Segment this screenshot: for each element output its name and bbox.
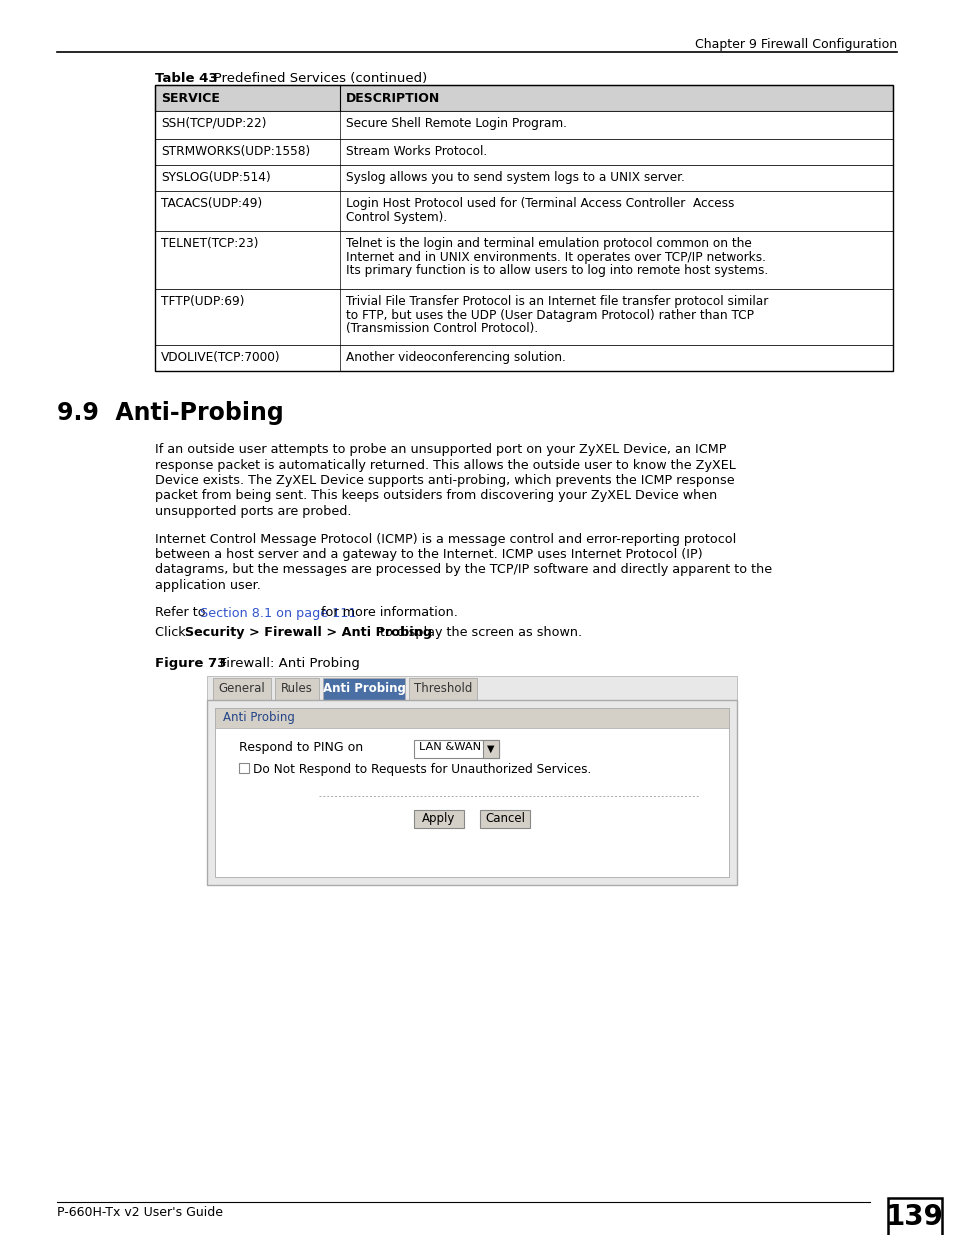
Bar: [479, 809, 530, 827]
Text: ▼: ▼: [487, 743, 495, 753]
Text: Refer to: Refer to: [154, 606, 210, 620]
Bar: [239, 762, 249, 773]
Text: for more information.: for more information.: [316, 606, 457, 620]
Text: TACACS(UDP:49): TACACS(UDP:49): [161, 198, 262, 210]
Text: Cancel: Cancel: [484, 811, 524, 825]
Text: Threshold: Threshold: [414, 682, 472, 695]
Text: Section 8.1 on page 111: Section 8.1 on page 111: [200, 606, 356, 620]
Text: Firewall: Anti Probing: Firewall: Anti Probing: [207, 657, 359, 671]
Text: 139: 139: [885, 1203, 943, 1231]
Bar: [214, 708, 728, 727]
Text: application user.: application user.: [154, 579, 260, 592]
Text: Control System).: Control System).: [346, 210, 447, 224]
Bar: [414, 740, 498, 757]
Text: Internet Control Message Protocol (ICMP) is a message control and error-reportin: Internet Control Message Protocol (ICMP)…: [154, 532, 736, 546]
Bar: [154, 165, 892, 191]
Text: Respond to PING on: Respond to PING on: [239, 741, 363, 755]
Bar: [207, 676, 737, 699]
Text: DESCRIPTION: DESCRIPTION: [346, 91, 439, 105]
Bar: [154, 191, 892, 231]
Text: response packet is automatically returned. This allows the outside user to know : response packet is automatically returne…: [154, 458, 735, 472]
Text: datagrams, but the messages are processed by the TCP/IP software and directly ap: datagrams, but the messages are processe…: [154, 563, 771, 577]
Bar: [154, 231, 892, 289]
Text: Device exists. The ZyXEL Device supports anti-probing, which prevents the ICMP r: Device exists. The ZyXEL Device supports…: [154, 474, 734, 487]
Text: Telnet is the login and terminal emulation protocol common on the: Telnet is the login and terminal emulati…: [346, 237, 751, 249]
Text: SSH(TCP/UDP:22): SSH(TCP/UDP:22): [161, 117, 266, 130]
Text: TELNET(TCP:23): TELNET(TCP:23): [161, 237, 258, 249]
Text: Predefined Services (continued): Predefined Services (continued): [201, 72, 427, 85]
Text: Trivial File Transfer Protocol is an Internet file transfer protocol similar: Trivial File Transfer Protocol is an Int…: [346, 295, 767, 308]
Text: Click: Click: [154, 626, 190, 638]
Bar: [274, 678, 318, 699]
Text: P-660H-Tx v2 User's Guide: P-660H-Tx v2 User's Guide: [57, 1207, 223, 1219]
Text: Login Host Protocol used for (Terminal Access Controller  Access: Login Host Protocol used for (Terminal A…: [346, 198, 734, 210]
Text: LAN &WAN: LAN &WAN: [418, 742, 480, 752]
Text: to FTP, but uses the UDP (User Datagram Protocol) rather than TCP: to FTP, but uses the UDP (User Datagram …: [346, 309, 753, 321]
Text: to display the screen as shown.: to display the screen as shown.: [375, 626, 581, 638]
Text: packet from being sent. This keeps outsiders from discovering your ZyXEL Device : packet from being sent. This keeps outsi…: [154, 489, 717, 503]
Text: TFTP(UDP:69): TFTP(UDP:69): [161, 295, 244, 308]
Text: (Transmission Control Protocol).: (Transmission Control Protocol).: [346, 322, 537, 335]
Bar: [323, 678, 405, 699]
Text: Apply: Apply: [422, 811, 456, 825]
Text: Figure 73: Figure 73: [154, 657, 226, 671]
Text: Secure Shell Remote Login Program.: Secure Shell Remote Login Program.: [346, 117, 566, 130]
Text: Syslog allows you to send system logs to a UNIX server.: Syslog allows you to send system logs to…: [346, 170, 684, 184]
Text: Internet and in UNIX environments. It operates over TCP/IP networks.: Internet and in UNIX environments. It op…: [346, 251, 765, 263]
Text: Rules: Rules: [281, 682, 313, 695]
Bar: [482, 740, 498, 757]
Text: Its primary function is to allow users to log into remote host systems.: Its primary function is to allow users t…: [346, 264, 767, 277]
Bar: [154, 345, 892, 370]
Text: VDOLIVE(TCP:7000): VDOLIVE(TCP:7000): [161, 351, 280, 364]
Text: between a host server and a gateway to the Internet. ICMP uses Internet Protocol: between a host server and a gateway to t…: [154, 548, 702, 561]
Text: Stream Works Protocol.: Stream Works Protocol.: [346, 144, 487, 158]
Bar: [213, 678, 271, 699]
Bar: [887, 1198, 941, 1235]
Bar: [214, 708, 728, 877]
Bar: [409, 678, 476, 699]
Bar: [154, 140, 892, 165]
Bar: [154, 111, 892, 140]
Text: Another videoconferencing solution.: Another videoconferencing solution.: [346, 351, 565, 364]
Text: General: General: [218, 682, 265, 695]
Bar: [154, 289, 892, 345]
Bar: [154, 85, 892, 370]
Text: STRMWORKS(UDP:1558): STRMWORKS(UDP:1558): [161, 144, 310, 158]
Text: Table 43: Table 43: [154, 72, 217, 85]
Text: SYSLOG(UDP:514): SYSLOG(UDP:514): [161, 170, 271, 184]
Text: Do Not Respond to Requests for Unauthorized Services.: Do Not Respond to Requests for Unauthori…: [253, 763, 591, 777]
Text: Security > Firewall > Anti Probing: Security > Firewall > Anti Probing: [185, 626, 432, 638]
Bar: [207, 699, 737, 884]
Text: If an outside user attempts to probe an unsupported port on your ZyXEL Device, a: If an outside user attempts to probe an …: [154, 443, 726, 456]
Text: Anti Probing: Anti Probing: [223, 711, 294, 725]
Bar: [154, 85, 892, 111]
Bar: [414, 809, 463, 827]
Text: Anti Probing: Anti Probing: [322, 682, 405, 695]
Text: SERVICE: SERVICE: [161, 91, 219, 105]
Text: Chapter 9 Firewall Configuration: Chapter 9 Firewall Configuration: [694, 38, 896, 51]
Text: 9.9  Anti-Probing: 9.9 Anti-Probing: [57, 401, 283, 425]
Text: unsupported ports are probed.: unsupported ports are probed.: [154, 505, 351, 517]
